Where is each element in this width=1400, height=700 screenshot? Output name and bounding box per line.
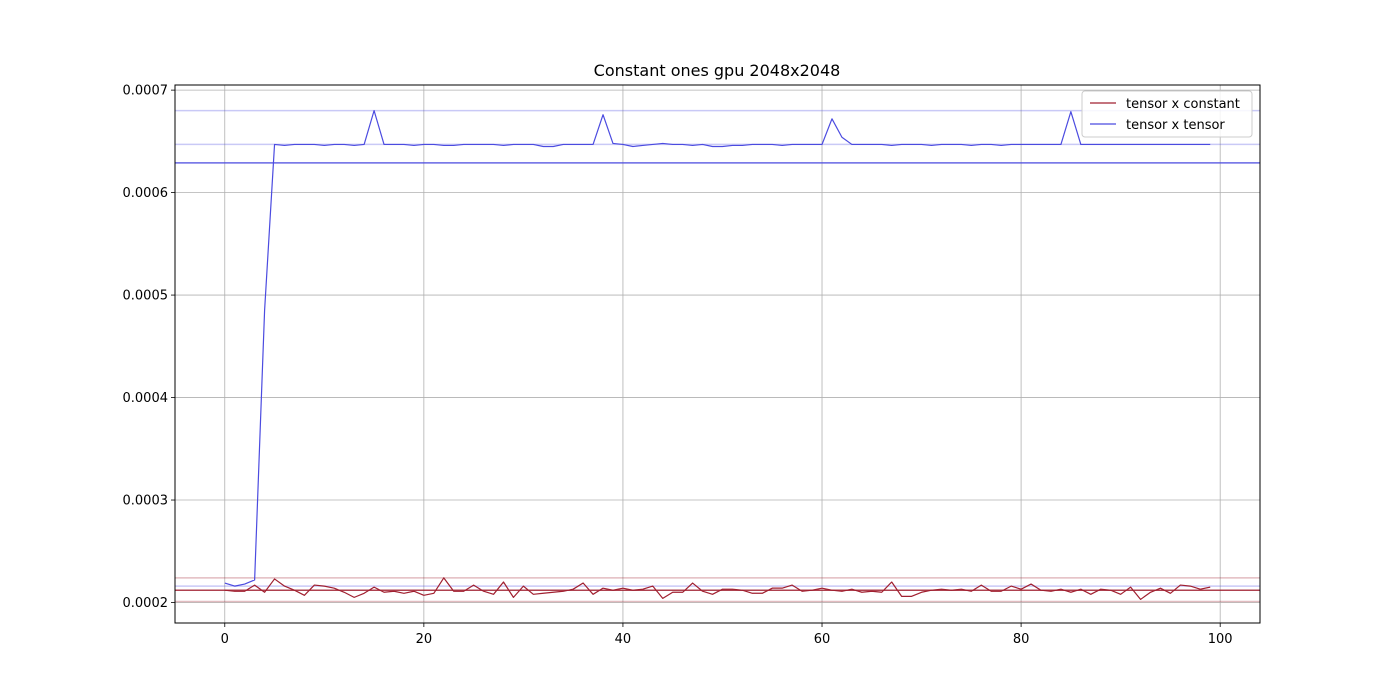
y-tick-label: 0.0007 [123,84,169,99]
x-tick-label: 60 [814,632,831,647]
legend-box [1081,90,1253,138]
y-axis: 0.0002 0.0003 0.0004 0.0005 0.0006 0.0007 [123,84,175,611]
x-tick-label: 0 [221,632,229,647]
x-tick-label: 40 [615,632,632,647]
chart-title: Constant ones gpu 2048x2048 [594,61,841,80]
legend-label-tensor-x-constant: tensor x constant [1126,97,1240,112]
x-tick-label: 20 [416,632,433,647]
legend: tensor x constant tensor x tensor [1081,90,1253,138]
x-axis: 0 20 40 60 80 100 [221,623,1233,647]
x-tick-label: 80 [1013,632,1030,647]
series-line-tensor-x-tensor [224,110,1211,587]
legend-label-tensor-x-tensor: tensor x tensor [1126,118,1225,133]
y-tick-label: 0.0003 [123,494,169,509]
grid [175,85,1260,623]
x-tick-label: 100 [1208,632,1233,647]
y-tick-label: 0.0005 [123,289,169,304]
y-tick-label: 0.0006 [123,186,169,201]
y-tick-label: 0.0004 [123,391,169,406]
series-layer [224,110,1211,601]
series-line-tensor-x-constant [224,577,1211,601]
reference-lines [175,109,1260,603]
y-tick-label: 0.0002 [123,596,169,611]
plot-frame [174,84,1261,624]
